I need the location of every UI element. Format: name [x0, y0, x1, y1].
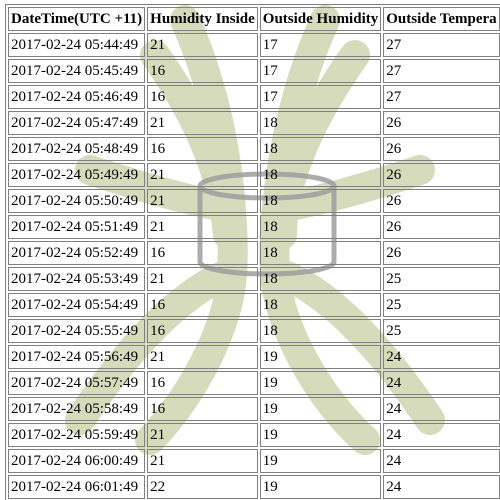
cell-datetime: 2017-02-24 05:44:49	[8, 33, 146, 57]
cell-outside-temperature: 25	[383, 319, 500, 343]
cell-outside-temperature: 24	[383, 397, 500, 421]
cell-humidity-inside: 16	[147, 397, 258, 421]
cell-datetime: 2017-02-24 05:55:49	[8, 319, 146, 343]
cell-outside-humidity: 18	[259, 137, 382, 161]
cell-outside-temperature: 27	[383, 33, 500, 57]
cell-datetime: 2017-02-24 05:57:49	[8, 371, 146, 395]
cell-outside-temperature: 26	[383, 215, 500, 239]
cell-outside-humidity: 18	[259, 111, 382, 135]
table-row: 2017-02-24 05:45:49 16 17 27	[8, 59, 500, 83]
table-row: 2017-02-24 05:48:49 16 18 26	[8, 137, 500, 161]
cell-outside-temperature: 24	[383, 423, 500, 447]
cell-humidity-inside: 21	[147, 267, 258, 291]
cell-humidity-inside: 16	[147, 85, 258, 109]
cell-humidity-inside: 21	[147, 423, 258, 447]
table-row: 2017-02-24 05:59:49 21 19 24	[8, 423, 500, 447]
table-row: 2017-02-24 05:50:49 21 18 26	[8, 189, 500, 213]
sensor-data-table: DateTime(UTC +11) Humidity Inside Outsid…	[5, 4, 500, 500]
cell-humidity-inside: 21	[147, 111, 258, 135]
cell-humidity-inside: 21	[147, 163, 258, 187]
cell-outside-humidity: 18	[259, 267, 382, 291]
cell-humidity-inside: 21	[147, 33, 258, 57]
cell-datetime: 2017-02-24 05:52:49	[8, 241, 146, 265]
cell-humidity-inside: 21	[147, 189, 258, 213]
cell-outside-humidity: 18	[259, 293, 382, 317]
header-outside-temperature[interactable]: Outside Tempera	[383, 7, 500, 31]
cell-datetime: 2017-02-24 05:54:49	[8, 293, 146, 317]
cell-outside-humidity: 17	[259, 59, 382, 83]
cell-outside-humidity: 19	[259, 397, 382, 421]
cell-datetime: 2017-02-24 06:00:49	[8, 449, 146, 473]
cell-outside-temperature: 25	[383, 293, 500, 317]
cell-outside-temperature: 24	[383, 475, 500, 499]
header-outside-humidity[interactable]: Outside Humidity	[259, 7, 382, 31]
table-row: 2017-02-24 05:56:49 21 19 24	[8, 345, 500, 369]
table-body: 2017-02-24 05:44:49 21 17 27 2017-02-24 05:4…	[8, 33, 500, 499]
cell-outside-temperature: 27	[383, 59, 500, 83]
cell-outside-temperature: 26	[383, 189, 500, 213]
cell-outside-humidity: 19	[259, 423, 382, 447]
cell-outside-temperature: 27	[383, 85, 500, 109]
cell-outside-humidity: 19	[259, 449, 382, 473]
cell-outside-humidity: 18	[259, 163, 382, 187]
cell-datetime: 2017-02-24 05:46:49	[8, 85, 146, 109]
table-row: 2017-02-24 06:00:49 21 19 24	[8, 449, 500, 473]
cell-datetime: 2017-02-24 05:53:49	[8, 267, 146, 291]
cell-outside-temperature: 24	[383, 371, 500, 395]
cell-humidity-inside: 16	[147, 241, 258, 265]
cell-outside-humidity: 18	[259, 241, 382, 265]
cell-datetime: 2017-02-24 05:49:49	[8, 163, 146, 187]
cell-outside-temperature: 26	[383, 163, 500, 187]
table-row: 2017-02-24 06:01:49 22 19 24	[8, 475, 500, 499]
cell-humidity-inside: 22	[147, 475, 258, 499]
cell-humidity-inside: 16	[147, 59, 258, 83]
cell-datetime: 2017-02-24 05:59:49	[8, 423, 146, 447]
cell-humidity-inside: 16	[147, 371, 258, 395]
cell-datetime: 2017-02-24 05:58:49	[8, 397, 146, 421]
table-row: 2017-02-24 05:54:49 16 18 25	[8, 293, 500, 317]
cell-outside-humidity: 18	[259, 189, 382, 213]
cell-outside-humidity: 18	[259, 319, 382, 343]
cell-outside-humidity: 18	[259, 215, 382, 239]
cell-humidity-inside: 21	[147, 215, 258, 239]
cell-outside-humidity: 19	[259, 475, 382, 499]
table-row: 2017-02-24 05:55:49 16 18 25	[8, 319, 500, 343]
cell-outside-temperature: 24	[383, 345, 500, 369]
table-row: 2017-02-24 05:51:49 21 18 26	[8, 215, 500, 239]
cell-humidity-inside: 16	[147, 293, 258, 317]
table-row: 2017-02-24 05:58:49 16 19 24	[8, 397, 500, 421]
cell-humidity-inside: 16	[147, 137, 258, 161]
cell-humidity-inside: 21	[147, 449, 258, 473]
table-row: 2017-02-24 05:53:49 21 18 25	[8, 267, 500, 291]
cell-outside-temperature: 26	[383, 241, 500, 265]
cell-outside-temperature: 25	[383, 267, 500, 291]
table-row: 2017-02-24 05:44:49 21 17 27	[8, 33, 500, 57]
cell-datetime: 2017-02-24 05:50:49	[8, 189, 146, 213]
cell-humidity-inside: 16	[147, 319, 258, 343]
cell-outside-temperature: 24	[383, 449, 500, 473]
cell-outside-humidity: 19	[259, 371, 382, 395]
table-row: 2017-02-24 05:47:49 21 18 26	[8, 111, 500, 135]
cell-datetime: 2017-02-24 05:56:49	[8, 345, 146, 369]
cell-datetime: 2017-02-24 05:48:49	[8, 137, 146, 161]
cell-humidity-inside: 21	[147, 345, 258, 369]
cell-outside-temperature: 26	[383, 137, 500, 161]
header-row: DateTime(UTC +11) Humidity Inside Outsid…	[8, 7, 500, 31]
cell-outside-humidity: 17	[259, 85, 382, 109]
header-humidity-inside[interactable]: Humidity Inside	[147, 7, 258, 31]
table-row: 2017-02-24 05:49:49 21 18 26	[8, 163, 500, 187]
cell-datetime: 2017-02-24 05:45:49	[8, 59, 146, 83]
table-header: DateTime(UTC +11) Humidity Inside Outsid…	[8, 7, 500, 31]
cell-outside-humidity: 19	[259, 345, 382, 369]
cell-datetime: 2017-02-24 05:47:49	[8, 111, 146, 135]
cell-datetime: 2017-02-24 05:51:49	[8, 215, 146, 239]
header-datetime[interactable]: DateTime(UTC +11)	[8, 7, 146, 31]
cell-outside-humidity: 17	[259, 33, 382, 57]
cell-outside-temperature: 26	[383, 111, 500, 135]
table-row: 2017-02-24 05:46:49 16 17 27	[8, 85, 500, 109]
table-row: 2017-02-24 05:57:49 16 19 24	[8, 371, 500, 395]
table-row: 2017-02-24 05:52:49 16 18 26	[8, 241, 500, 265]
cell-datetime: 2017-02-24 06:01:49	[8, 475, 146, 499]
